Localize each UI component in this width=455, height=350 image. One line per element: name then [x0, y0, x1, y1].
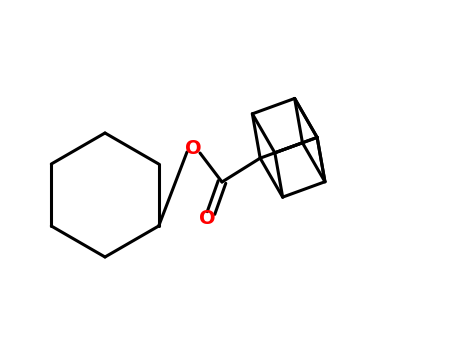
Text: O: O	[199, 209, 215, 228]
Text: O: O	[185, 139, 201, 158]
